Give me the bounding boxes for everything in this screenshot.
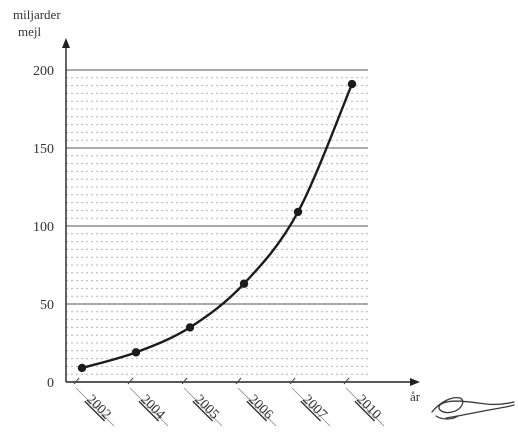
x-tick-mark [343,377,350,385]
x-tick-labels: 2002 2004 2005 2006 2007 2010 [73,377,385,427]
x-axis-arrow [410,378,420,386]
x-tick-label: 2010 [353,392,383,422]
data-point [293,207,303,217]
y-tick-label: 150 [33,142,54,157]
data-point [347,79,357,89]
x-tick-mark [181,377,188,385]
x-tick-mark [73,377,80,385]
data-point [185,323,195,332]
x-axis-title: år [410,389,421,404]
x-tick-mark [289,377,296,385]
y-axis-title-line1: miljarder [13,7,61,22]
grid-lines [66,69,368,375]
y-tick-label: 50 [40,298,54,313]
x-tick-mark [127,377,134,385]
x-tick-guide [345,387,385,427]
data-point [239,279,249,288]
x-tick-label: 2005 [191,392,221,422]
x-tick-guide [183,387,223,427]
x-tick-mark [235,377,242,385]
data-points [77,79,357,373]
y-tick-label: 0 [47,376,54,391]
y-axis-arrow [62,38,70,48]
x-tick-guide [129,387,169,427]
handwritten-signature [431,396,515,420]
x-tick-label: 2006 [245,392,275,422]
data-point [131,348,141,357]
x-tick-guide [75,387,115,427]
y-tick-label: 200 [33,64,54,79]
x-tick-label: 2007 [299,392,329,422]
x-tick-guide [237,387,277,427]
y-tick-label: 100 [33,220,54,235]
x-tick-label: 2002 [83,392,113,422]
x-tick-label: 2004 [137,392,167,422]
y-tick-labels: 0 50 100 150 200 [33,64,54,391]
y-axis-title-line2: mejl [18,24,41,39]
x-tick-guide [291,387,331,427]
data-point [77,363,87,373]
